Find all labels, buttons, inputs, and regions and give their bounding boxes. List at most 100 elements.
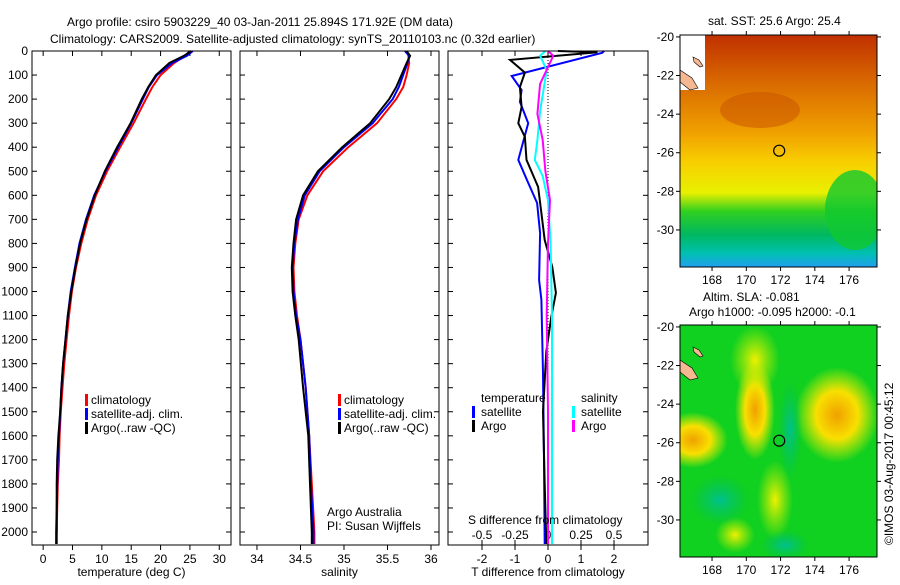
- lat-tick-label: -22: [657, 359, 675, 373]
- y-tick-label: 1000: [1, 285, 28, 299]
- y-tick-label: 1800: [1, 477, 28, 491]
- legend-label-climatology: climatology: [91, 393, 151, 407]
- legend-swatch-satellite: [85, 408, 88, 420]
- legend-swatch-t-satellite: [472, 406, 475, 418]
- legend-swatch-t-argo: [472, 420, 475, 432]
- x-axis-label: T difference from climatology: [471, 565, 625, 579]
- legend-label-argo: Argo(..raw -QC): [91, 421, 176, 435]
- y-tick-label: 0: [21, 44, 28, 58]
- land-icon: [692, 346, 704, 358]
- legend-label-argo: Argo(..raw -QC): [344, 421, 429, 435]
- lon-tick-label: 172: [771, 563, 791, 577]
- y-tick-label: 1200: [1, 333, 28, 347]
- legend-label-climatology: climatology: [344, 393, 404, 407]
- x-tick-label: 34: [250, 552, 264, 566]
- y-tick-label: 700: [8, 212, 28, 226]
- y-tick-label: 600: [8, 188, 28, 202]
- s-axis-tick-label: 0.5: [606, 528, 623, 542]
- lat-tick-label: -24: [657, 107, 675, 121]
- map-frame: [679, 34, 878, 268]
- legend-swatch-climatology: [85, 394, 88, 406]
- lon-tick-label: 170: [736, 563, 756, 577]
- series-line-satellite-adj-clim-: [55, 50, 194, 544]
- sla-low-patch: [778, 380, 802, 480]
- legend-swatch-s-satellite: [572, 406, 575, 418]
- lat-tick-label: -20: [657, 320, 675, 334]
- x-tick-label: 0: [40, 552, 47, 566]
- x-axis-label: temperature (deg C): [77, 565, 185, 579]
- x-tick-label: 0: [545, 552, 552, 566]
- sla-mid-patch: [757, 460, 793, 540]
- legend-label-s-argo: Argo: [581, 419, 607, 433]
- argo-position-marker: [773, 434, 786, 447]
- x-tick-label: 20: [154, 552, 168, 566]
- sla-map-title-1: Altim. SLA: -0.081: [703, 290, 800, 304]
- x-tick-label: 35: [337, 552, 351, 566]
- series-line-salinity-satellite: [533, 50, 553, 544]
- legend-title-temperature: temperature: [481, 391, 546, 405]
- legend-label-t-argo: Argo: [481, 419, 507, 433]
- land-icon: [692, 56, 704, 68]
- land-icon: [680, 69, 699, 91]
- series-line-temperature-argo: [507, 50, 598, 545]
- lon-tick-label: 170: [736, 273, 756, 287]
- lat-tick-label: -26: [657, 146, 675, 160]
- sla-low-patch: [690, 475, 750, 525]
- y-tick-label: 1100: [2, 309, 28, 323]
- argo-position-marker: [773, 144, 786, 157]
- series-line-salinity-argo: [536, 50, 555, 544]
- legend-swatch-s-argo: [572, 420, 575, 432]
- series-line-argo-raw-qc-: [290, 50, 412, 544]
- legend-title-salinity: salinity: [581, 391, 618, 405]
- plot-frame: [239, 50, 440, 546]
- credit-institution: Argo Australia: [327, 505, 402, 519]
- sla-low-patch: [760, 530, 810, 557]
- x-tick-label: -2: [477, 552, 488, 566]
- y-tick-label: 400: [8, 140, 28, 154]
- lon-tick-label: 174: [805, 273, 825, 287]
- legend-label-t-satellite: satellite: [481, 405, 522, 419]
- credit-pi: PI: Susan Wijffels: [327, 519, 421, 533]
- y-tick-label: 200: [8, 92, 28, 106]
- y-tick-label: 1300: [1, 357, 28, 371]
- sla-high-patch: [795, 367, 877, 463]
- x-tick-label: 35.5: [376, 552, 400, 566]
- s-axis-label: S difference from climatology: [468, 513, 623, 527]
- figure-title-line2: Climatology: CARS2009. Satellite-adjuste…: [50, 32, 535, 46]
- y-tick-label: 1400: [1, 381, 28, 395]
- lon-tick-label: 168: [702, 563, 722, 577]
- lat-tick-label: -30: [657, 513, 675, 527]
- s-axis-tick-label: 0.25: [569, 528, 593, 542]
- sst-map: [680, 35, 877, 267]
- timestamp: ©IMOS 03-Aug-2017 00:45:12: [882, 382, 896, 545]
- plot-frame: [447, 50, 649, 546]
- y-tick-label: 100: [8, 68, 28, 82]
- series-line-argo-raw-qc-: [55, 50, 192, 544]
- legend-label-satellite: satellite-adj. clim.: [344, 407, 436, 421]
- series-line-climatology: [55, 50, 191, 545]
- figure-title-line1: Argo profile: csiro 5903229_40 03-Jan-20…: [67, 15, 453, 29]
- land-icon: [680, 359, 699, 381]
- sla-high-patch: [680, 412, 728, 468]
- sst-warm-patch: [720, 92, 800, 128]
- y-tick-label: 900: [8, 260, 28, 274]
- s-axis-tick-label: -0.5: [472, 528, 493, 542]
- x-tick-label: 5: [69, 552, 76, 566]
- profile-panel-1: 0100200300400500600700800900100011001200…: [1, 44, 232, 579]
- lat-tick-label: -28: [657, 184, 675, 198]
- x-tick-label: 34.5: [289, 552, 313, 566]
- plot-frame: [31, 50, 232, 546]
- lat-tick-label: -22: [657, 69, 675, 83]
- lat-tick-label: -30: [657, 223, 675, 237]
- y-tick-label: 500: [8, 164, 28, 178]
- y-tick-label: 2000: [1, 525, 28, 539]
- lat-tick-label: -24: [657, 397, 675, 411]
- lon-tick-label: 174: [805, 563, 825, 577]
- y-tick-label: 1500: [1, 405, 28, 419]
- legend-label-s-satellite: satellite: [581, 405, 622, 419]
- x-tick-label: -1: [510, 552, 521, 566]
- profile-panel-3: -2 -1 0 1 2T difference from climatology -0.5…: [447, 50, 649, 579]
- profile-panel-2: 34 34.5 35 35.5 36 salinity: [239, 50, 440, 579]
- map-frame: [679, 324, 878, 558]
